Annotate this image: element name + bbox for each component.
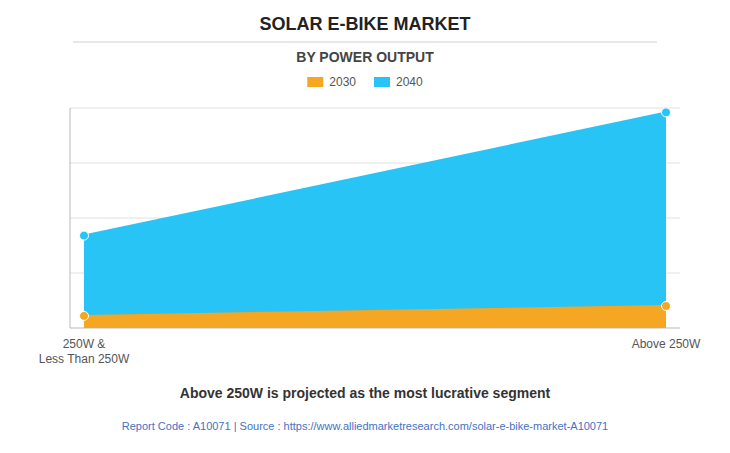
point (662, 108, 671, 117)
y-axis-line (70, 108, 71, 328)
area (84, 112, 666, 316)
line (84, 112, 666, 235)
x-tick-label: Above 250W (632, 337, 701, 351)
source: Report Code : A10071 | Source : https://… (122, 420, 608, 432)
x-tick-label: 250W &Less Than 250W (39, 337, 130, 366)
x-tick-label-line: 250W & (63, 337, 106, 351)
legend-swatch (374, 77, 390, 87)
title-rule (73, 42, 657, 43)
footer: Above 250W is projected as the most lucr… (180, 385, 551, 401)
point (80, 311, 89, 320)
legend-item: 2030 (307, 75, 356, 89)
legend-label: 2040 (396, 75, 423, 89)
legend: 2030 2040 (307, 75, 423, 89)
title: SOLAR E-BIKE MARKET (260, 14, 471, 34)
x-tick-label-line: Above 250W (632, 337, 701, 351)
plot-area (80, 108, 671, 328)
point (662, 302, 671, 311)
legend-item: 2040 (374, 75, 423, 89)
legend-swatch (307, 77, 323, 87)
x-tick-label-line: Less Than 250W (39, 352, 130, 366)
grid-line (70, 108, 680, 109)
subtitle: BY POWER OUTPUT (296, 49, 434, 65)
line (84, 306, 666, 316)
chart: SOLAR E-BIKE MARKETBY POWER OUTPUT203020… (0, 0, 730, 453)
legend-label: 2030 (329, 75, 356, 89)
point (80, 231, 89, 240)
